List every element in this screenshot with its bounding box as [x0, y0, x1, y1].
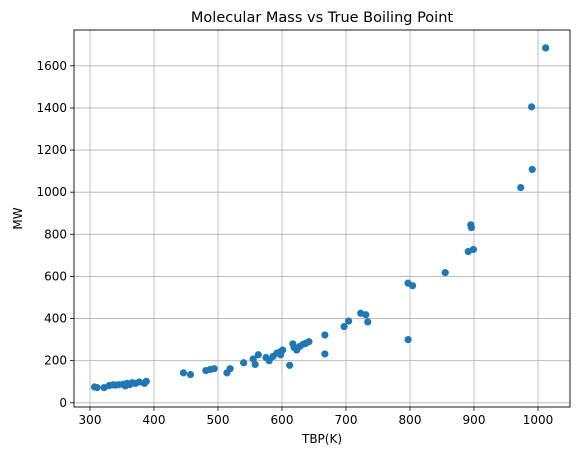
plot-frame	[73, 29, 571, 408]
y-tick-label: 800	[44, 227, 67, 241]
data-points	[90, 44, 550, 392]
data-point	[517, 183, 525, 192]
data-point	[344, 317, 353, 325]
data-point	[408, 282, 417, 290]
y-tick-label: 1200	[36, 143, 67, 157]
data-point	[467, 223, 476, 232]
data-point	[254, 351, 262, 359]
x-tick-label: 800	[399, 413, 422, 427]
data-point	[251, 360, 259, 369]
x-tick-label: 300	[79, 413, 102, 427]
data-point	[404, 336, 412, 344]
data-point	[305, 338, 313, 346]
y-tick-label: 1400	[36, 101, 67, 115]
data-point	[186, 370, 195, 379]
data-point	[469, 245, 477, 254]
data-point	[277, 351, 285, 359]
x-tick-label: 700	[335, 413, 358, 427]
y-axis-label: MW	[11, 207, 25, 229]
data-point	[362, 311, 370, 319]
x-tick-label: 600	[271, 413, 294, 427]
x-tick-label: 900	[463, 413, 486, 427]
x-tick-label: 500	[207, 413, 230, 427]
x-tick-label: 1000	[523, 413, 554, 427]
y-tick-label: 200	[44, 354, 67, 368]
data-point	[179, 369, 188, 377]
data-point	[542, 44, 550, 52]
data-point	[340, 322, 348, 331]
data-point	[321, 331, 329, 339]
data-point	[93, 384, 101, 392]
chart-title: Molecular Mass vs True Boiling Point	[191, 10, 453, 26]
data-point	[441, 269, 449, 277]
data-point	[142, 377, 150, 385]
y-tick-label: 600	[44, 269, 67, 283]
data-point	[528, 165, 536, 174]
data-point	[528, 103, 536, 111]
grid	[74, 30, 570, 407]
data-point	[249, 355, 257, 363]
data-point	[226, 365, 234, 373]
y-tick-label: 400	[44, 312, 67, 326]
data-point	[286, 361, 294, 369]
data-point	[210, 365, 218, 373]
y-tick-label: 0	[59, 396, 67, 410]
data-point	[240, 359, 248, 367]
data-point	[321, 350, 329, 358]
y-tick-label: 1000	[36, 185, 67, 199]
x-axis-ticks: 300 400 500 600 700 800 900 1000	[79, 407, 554, 427]
x-axis-label: TBP(K)	[301, 432, 342, 446]
y-tick-label: 1600	[36, 59, 67, 73]
data-point	[364, 318, 372, 326]
y-axis-ticks: 0 200 400 600 800 1000 1200 1400 1600	[36, 59, 74, 410]
x-tick-label: 400	[143, 413, 166, 427]
